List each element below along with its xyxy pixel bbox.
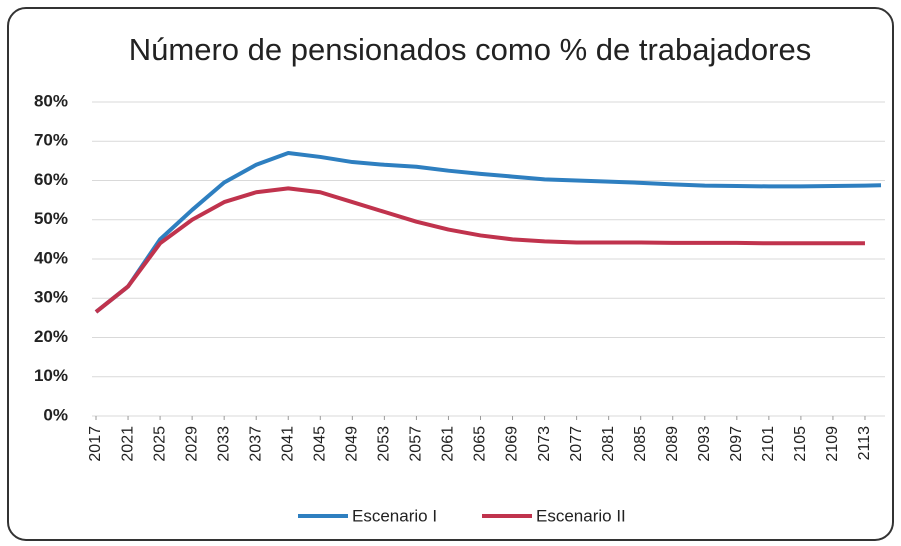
x-tick-label: 2069	[504, 426, 521, 462]
line-series	[94, 186, 865, 314]
y-tick-label: 40%	[34, 248, 68, 267]
x-tick-label: 2093	[696, 426, 713, 462]
x-tick-label: 2025	[151, 426, 168, 462]
y-tick-label: 30%	[34, 288, 68, 307]
x-tick-label: 2017	[87, 426, 104, 462]
x-tick-label: 2101	[760, 426, 777, 462]
x-tick-label: 2073	[536, 426, 553, 462]
y-tick-label: 50%	[34, 209, 68, 228]
line-series	[94, 151, 882, 314]
x-tick-label: 2049	[344, 426, 361, 462]
x-tick-label: 2041	[279, 426, 296, 462]
x-tick-label: 2105	[792, 426, 809, 462]
x-tick-label: 2109	[824, 426, 841, 462]
x-tick-label: 2029	[183, 426, 200, 462]
x-tick-label: 2033	[215, 426, 232, 462]
chart-title: Número de pensionados como % de trabajad…	[129, 32, 811, 67]
y-tick-label: 80%	[34, 91, 68, 110]
x-tick-label: 2045	[312, 426, 329, 462]
legend-label: Escenario II	[536, 506, 626, 525]
x-tick-label: 2057	[408, 426, 425, 462]
x-tick-label: 2077	[568, 426, 585, 462]
legend-label: Escenario I	[352, 506, 437, 525]
x-tick-label: 2065	[472, 426, 489, 462]
x-tick-label: 2037	[247, 426, 264, 462]
x-tick-label: 2085	[632, 426, 649, 462]
x-tick-label: 2089	[664, 426, 681, 462]
x-tick-label: 2081	[600, 426, 617, 462]
x-tick-label: 2053	[376, 426, 393, 462]
x-tick-label: 2061	[440, 426, 457, 462]
x-tick-label: 2113	[856, 426, 873, 461]
y-tick-label: 60%	[34, 170, 68, 189]
y-tick-label: 0%	[43, 405, 68, 424]
y-tick-label: 20%	[34, 327, 68, 346]
y-tick-label: 10%	[34, 366, 68, 385]
x-tick-label: 2097	[728, 426, 745, 462]
y-tick-label: 70%	[34, 131, 68, 150]
x-tick-label: 2021	[119, 426, 136, 462]
